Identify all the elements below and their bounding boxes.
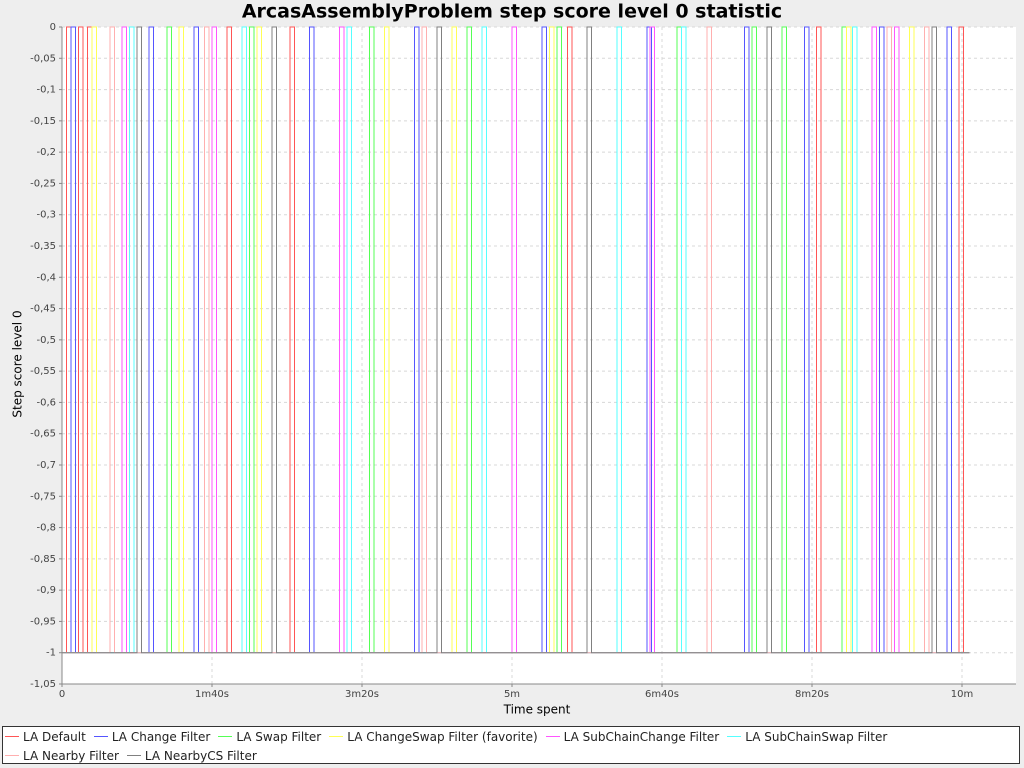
legend-swatch bbox=[93, 736, 108, 737]
x-tick-label: 6m40s bbox=[645, 689, 679, 700]
legend-item: LA SubChainChange Filter bbox=[545, 727, 720, 746]
y-tick-label: -1,05 bbox=[30, 679, 56, 690]
legend-swatch bbox=[727, 736, 742, 737]
legend-item: LA Swap Filter bbox=[218, 727, 321, 746]
chart-title: ArcasAssemblyProblem step score level 0 … bbox=[242, 1, 782, 23]
x-tick-label: 5m bbox=[504, 689, 520, 700]
legend-swatch bbox=[329, 736, 344, 737]
y-tick-label: -0,3 bbox=[36, 210, 56, 221]
legend-item: LA SubChainSwap Filter bbox=[727, 727, 887, 746]
y-tick-label: -0,65 bbox=[30, 429, 56, 440]
x-tick-label: 8m20s bbox=[795, 689, 829, 700]
legend-swatch bbox=[126, 755, 141, 756]
legend-label: LA Nearby Filter bbox=[23, 748, 119, 763]
legend-item: LA Change Filter bbox=[93, 727, 211, 746]
x-tick-label: 1m40s bbox=[195, 689, 229, 700]
y-tick-label: -0,95 bbox=[30, 616, 56, 627]
series-line bbox=[62, 26, 970, 654]
legend-label: LA SubChainSwap Filter bbox=[745, 729, 888, 744]
y-tick-label: -0,6 bbox=[36, 397, 56, 408]
legend-label: LA Change Filter bbox=[111, 729, 211, 744]
x-tick-label: 0 bbox=[59, 689, 65, 700]
legend-swatch bbox=[5, 736, 19, 737]
y-tick-label: -0,25 bbox=[30, 178, 56, 189]
legend-item: LA Default bbox=[5, 727, 86, 746]
y-tick-label: -0,35 bbox=[30, 241, 56, 252]
y-tick-label: 0 bbox=[50, 22, 56, 33]
y-tick-label: -0,9 bbox=[36, 585, 56, 596]
legend-item: LA ChangeSwap Filter (favorite) bbox=[329, 727, 538, 746]
legend-swatch bbox=[5, 755, 19, 756]
series-line bbox=[62, 26, 970, 654]
legend-item: LA Nearby Filter bbox=[5, 746, 119, 765]
y-tick-label: -0,75 bbox=[30, 491, 56, 502]
y-tick-label: -1 bbox=[46, 648, 56, 659]
y-tick-label: -0,85 bbox=[30, 554, 56, 565]
legend-label: LA NearbyCS Filter bbox=[144, 748, 257, 763]
legend-label: LA ChangeSwap Filter (favorite) bbox=[347, 729, 538, 744]
y-tick-label: -0,15 bbox=[30, 116, 56, 127]
y-axis-label: Step score level 0 bbox=[11, 310, 25, 417]
x-tick-label: 10m bbox=[951, 689, 973, 700]
y-tick-label: -0,7 bbox=[36, 460, 56, 471]
y-tick-label: -0,1 bbox=[36, 85, 56, 96]
y-tick-label: -0,45 bbox=[30, 304, 56, 315]
chart: ArcasAssemblyProblem step score level 0 … bbox=[11, 1, 1016, 717]
y-tick-label: -0,5 bbox=[36, 335, 56, 346]
legend: LA Default LA Change Filter LA Swap Filter… bbox=[2, 726, 1020, 764]
y-tick-label: -0,2 bbox=[36, 147, 56, 158]
legend-swatch bbox=[545, 736, 560, 737]
x-axis-label: Time spent bbox=[503, 703, 571, 717]
legend-label: LA Default bbox=[23, 729, 86, 744]
legend-swatch bbox=[218, 736, 233, 737]
y-tick-label: -0,55 bbox=[30, 366, 56, 377]
y-tick-label: -0,8 bbox=[36, 523, 56, 534]
y-tick-label: -0,05 bbox=[30, 53, 56, 64]
grid bbox=[61, 26, 1016, 685]
series bbox=[62, 26, 970, 654]
plot-area bbox=[62, 27, 1016, 684]
y-tick-label: -0,4 bbox=[36, 272, 56, 283]
legend-item: LA NearbyCS Filter bbox=[126, 746, 257, 765]
x-tick-label: 3m20s bbox=[345, 689, 379, 700]
legend-label: LA SubChainChange Filter bbox=[563, 729, 720, 744]
series-line bbox=[62, 26, 970, 654]
legend-label: LA Swap Filter bbox=[236, 729, 322, 744]
